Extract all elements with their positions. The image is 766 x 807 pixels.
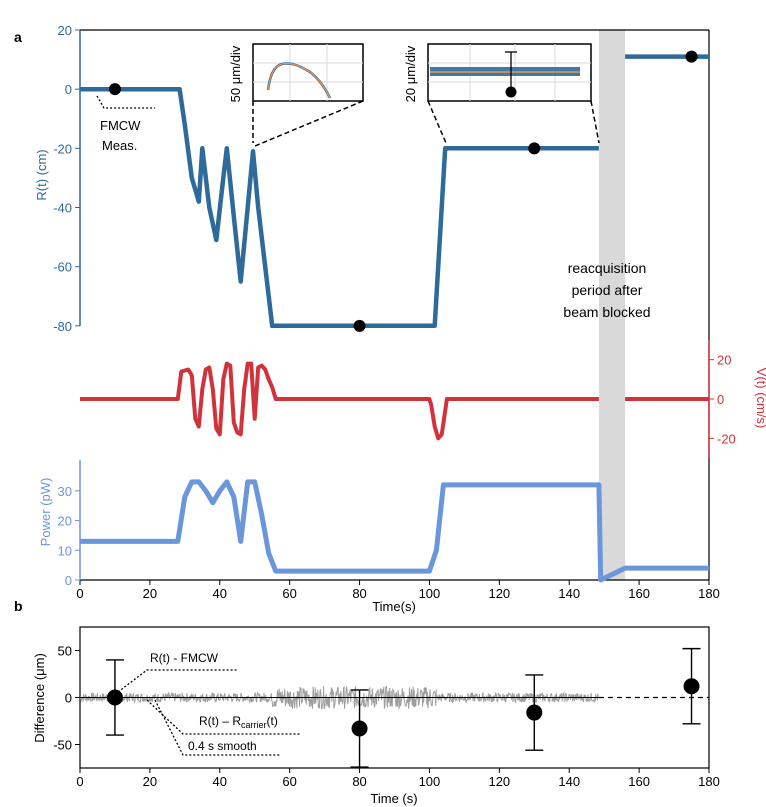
velocity-y-tick-label: 20 [717,353,731,368]
inset-1-connector-right [254,100,364,147]
b-x-tick-label: 20 [143,774,157,789]
b-x-tick-label: 80 [352,774,366,789]
range-y-ticks: 20 0 -20 -40 -60 -80 [53,23,80,334]
range-y-tick-label: -60 [53,260,72,275]
panel-b-x-ticks: 0 20 40 60 80 100 120 140 160 180 [76,768,720,789]
range-y-tick-label: 20 [58,23,72,38]
panel-a-chart: 0 20 40 60 80 100 120 140 160 180 200-20-40-60-80… [34,23,766,614]
fmcw-point [108,83,121,96]
b-x-tick-label: 120 [488,774,510,789]
range-y-tick-label: -20 [53,141,72,156]
x-tick-label: 180 [698,586,720,601]
range-y-label: R(t) (cm) [34,149,49,200]
inset-1-smooth-trace [267,62,331,99]
fmcw-leader-line [96,95,155,109]
panel-label-a: a [14,29,22,45]
noise-segment [435,691,599,704]
inset-2-scale-label: 20 μm/div [403,45,418,102]
x-tick-label: 0 [76,586,83,601]
x-tick-label: 120 [488,586,510,601]
panel-a-x-label: Time(s) [372,599,416,614]
panel-b-x-label: Time (s) [370,791,417,806]
range-series-line [80,86,599,329]
reacquisition-band [598,30,626,580]
x-tick-label: 80 [352,586,366,601]
inset-2-fmcw-point [505,86,517,98]
b-y-tick-label: -50 [53,738,72,753]
velocity-y-label: V(t) (cm/s) [754,368,766,429]
reacq-label-line3: beam blocked [563,304,650,320]
fmcw-point [528,142,541,155]
power-y-tick-label: 10 [58,543,72,558]
b-y-tick-label: 0 [65,691,72,706]
power-y-ticks: 30 20 10 0 [58,484,80,588]
x-tick-label: 20 [143,586,157,601]
difference-points [105,647,701,768]
smooth-leader [154,699,280,756]
panel-b-y-label: Difference (μm) [32,653,47,743]
panel-label-b: b [14,598,23,614]
fmcw-diff-leader [117,669,238,693]
carrier-diff-leader [146,699,300,735]
carrier-diff-label: R(t) – Rcarrier(t) [199,714,278,730]
inset-1-frame [252,43,364,102]
difference-point [106,689,123,706]
fmcw-label-line2: Meas. [102,138,137,153]
b-x-tick-label: 100 [419,774,441,789]
noise-segment [271,685,437,710]
inset-1: 50 μm/div [228,43,364,147]
velocity-y-tick-label: -20 [717,431,736,446]
power-y-tick-label: 30 [58,484,72,499]
fmcw-diff-label: R(t) - FMCW [150,651,219,665]
b-x-tick-label: 0 [76,774,83,789]
b-x-tick-label: 160 [628,774,650,789]
inset-2: 20 μm/div [403,43,600,144]
reacq-label-line2: period after [572,282,643,298]
inset-1-scale-label: 50 μm/div [228,45,243,102]
b-x-tick-label: 140 [558,774,580,789]
range-y-tick-label: -40 [53,201,72,216]
smooth-label: 0.4 s smooth [188,739,257,753]
difference-point [683,678,700,695]
x-tick-label: 140 [558,586,580,601]
velocity-y-tick-label: 0 [717,392,724,407]
fmcw-points [108,50,698,332]
velocity-series-line [80,361,599,441]
range-y-tick-label: -80 [53,319,72,334]
difference-point [526,704,543,721]
b-y-tick-label: 50 [58,644,72,659]
power-series-line [80,479,709,583]
panel-b-y-ticks: 50 0 -50 [53,644,80,753]
difference-point [351,720,368,737]
fmcw-point [685,50,698,63]
inset-2-connector-right [590,100,600,144]
power-y-label: Power (pW) [38,478,53,547]
power-y-tick-label: 20 [58,514,72,529]
x-tick-label: 100 [419,586,441,601]
x-tick-label: 60 [282,586,296,601]
power-y-tick-label: 0 [65,573,72,588]
b-x-tick-label: 60 [282,774,296,789]
panel-a-x-ticks: 0 20 40 60 80 100 120 140 160 180 [76,580,720,601]
reacq-label-line1: reacquisition [568,260,647,276]
x-tick-label: 40 [213,586,227,601]
b-x-tick-label: 40 [213,774,227,789]
b-x-tick-label: 180 [698,774,720,789]
x-tick-label: 160 [628,586,650,601]
fmcw-label-line1: FMCW [100,118,141,133]
velocity-y-ticks: 20 0 -20 [709,353,736,446]
inset-2-connector-left [427,100,447,144]
panel-b-chart: 0 20 40 60 80 100 120 140 160 180 50 0 -50 Differen… [32,626,720,806]
range-y-tick-label: 0 [65,82,72,97]
fmcw-point [353,319,366,332]
